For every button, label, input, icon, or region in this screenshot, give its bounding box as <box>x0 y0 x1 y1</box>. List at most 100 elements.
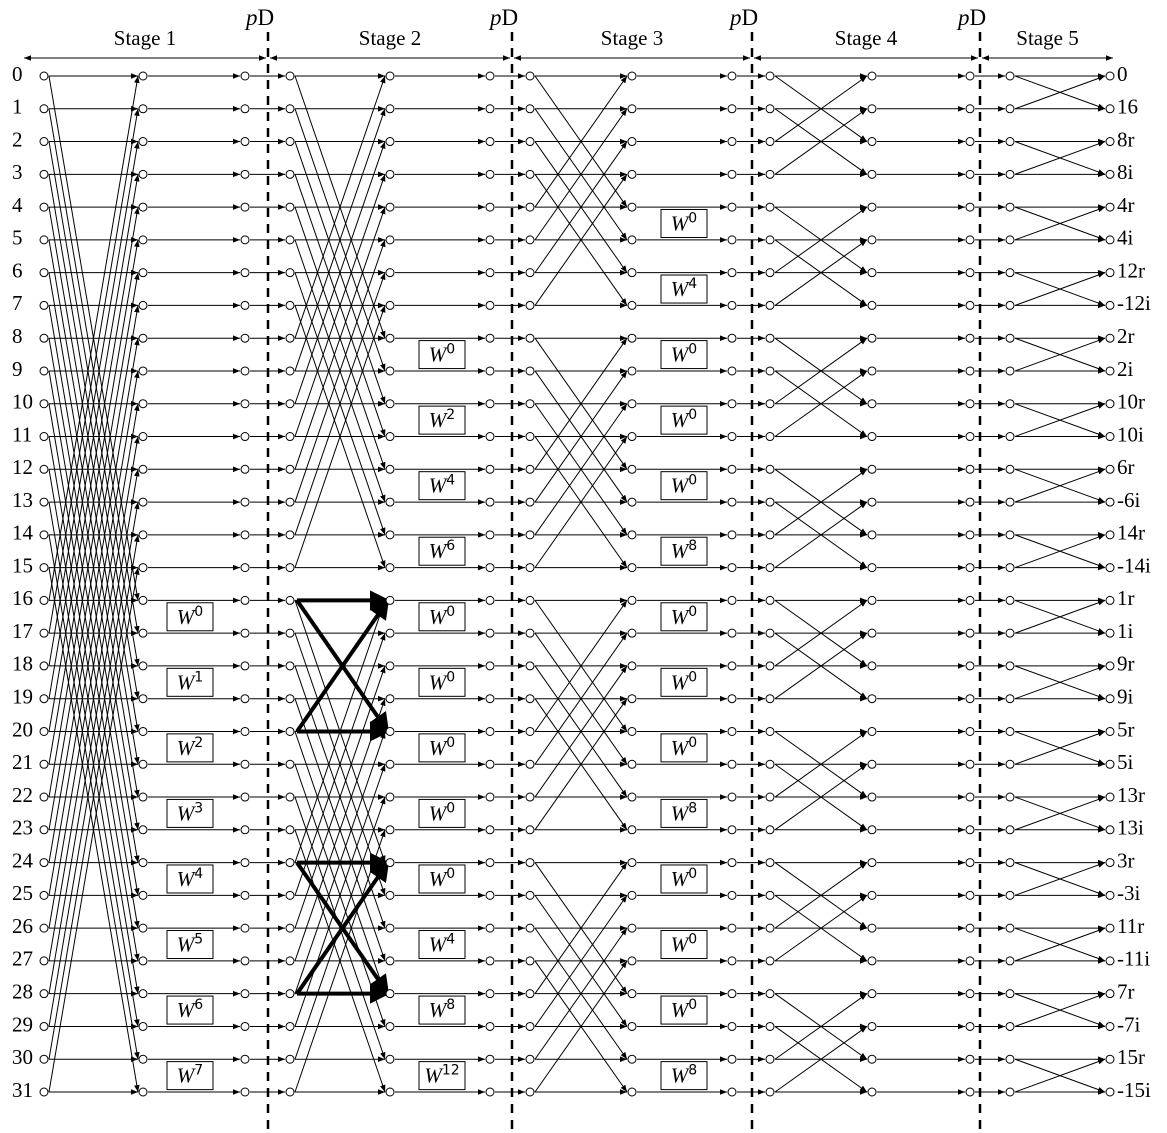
output-label: 15r <box>1117 1045 1145 1069</box>
twiddle-exp: 6 <box>446 538 455 554</box>
node <box>241 957 249 965</box>
node <box>286 826 294 834</box>
node <box>286 564 294 572</box>
input-label: 10 <box>12 390 33 414</box>
node <box>1106 891 1114 899</box>
node <box>1006 400 1014 408</box>
node <box>241 531 249 539</box>
node <box>1006 1088 1014 1096</box>
output-label: 8r <box>1117 127 1135 151</box>
node <box>241 236 249 244</box>
node <box>40 596 48 604</box>
input-label: 1 <box>12 95 23 119</box>
node <box>1106 465 1114 473</box>
output-label: 13i <box>1117 816 1144 840</box>
node <box>526 203 534 211</box>
node <box>728 957 736 965</box>
output-label: 16 <box>1117 95 1138 119</box>
twiddle-exp: 6 <box>194 997 203 1013</box>
node <box>139 957 147 965</box>
input-label: 28 <box>12 979 33 1003</box>
node <box>1106 662 1114 670</box>
output-label: -3i <box>1117 881 1140 905</box>
output-label: 2i <box>1117 357 1134 381</box>
node <box>526 433 534 441</box>
node <box>766 564 774 572</box>
node <box>386 727 394 735</box>
node <box>386 433 394 441</box>
node <box>526 72 534 80</box>
twiddle-exp: 1 <box>194 669 203 685</box>
node <box>386 662 394 670</box>
delay-var: p <box>728 5 742 30</box>
node <box>1006 891 1014 899</box>
node <box>1006 564 1014 572</box>
node <box>728 72 736 80</box>
delay-label: pD <box>956 5 986 30</box>
node <box>486 138 494 146</box>
node <box>728 891 736 899</box>
stage-label: Stage 2 <box>359 26 421 50</box>
node <box>766 334 774 342</box>
node <box>1106 990 1114 998</box>
node <box>628 596 636 604</box>
node <box>1106 72 1114 80</box>
node <box>286 793 294 801</box>
twiddle-exp: 0 <box>446 669 455 685</box>
node <box>1106 498 1114 506</box>
node <box>868 367 876 375</box>
node <box>526 367 534 375</box>
twiddle-exp: 0 <box>446 604 455 620</box>
node <box>486 203 494 211</box>
delay-var: p <box>956 5 970 30</box>
node <box>1106 564 1114 572</box>
node <box>526 990 534 998</box>
node <box>1106 760 1114 768</box>
node <box>526 269 534 277</box>
node <box>486 170 494 178</box>
node <box>766 301 774 309</box>
node <box>386 1022 394 1030</box>
node <box>139 826 147 834</box>
node <box>766 1022 774 1030</box>
input-label: 0 <box>12 62 23 86</box>
twiddle-exp: 0 <box>194 604 203 620</box>
node <box>486 72 494 80</box>
node <box>40 105 48 113</box>
delay-label: pD <box>488 5 518 30</box>
node <box>286 990 294 998</box>
input-label: 2 <box>12 127 23 151</box>
node <box>286 760 294 768</box>
output-label: 1r <box>1117 586 1135 610</box>
node <box>40 72 48 80</box>
node <box>966 727 974 735</box>
node <box>966 498 974 506</box>
node <box>286 695 294 703</box>
node <box>1106 367 1114 375</box>
input-label: 21 <box>12 750 33 774</box>
node <box>386 170 394 178</box>
node <box>766 891 774 899</box>
node <box>628 203 636 211</box>
output-label: 10r <box>1117 390 1145 414</box>
node <box>628 924 636 932</box>
node <box>386 957 394 965</box>
node <box>241 203 249 211</box>
node <box>628 662 636 670</box>
node <box>1106 1055 1114 1063</box>
node <box>1006 760 1014 768</box>
node <box>868 695 876 703</box>
node <box>139 662 147 670</box>
node <box>766 695 774 703</box>
node <box>966 990 974 998</box>
node <box>526 793 534 801</box>
node <box>286 203 294 211</box>
node <box>1006 367 1014 375</box>
node <box>241 662 249 670</box>
stage-label: Stage 3 <box>601 26 663 50</box>
node <box>40 367 48 375</box>
node <box>728 1022 736 1030</box>
node <box>526 727 534 735</box>
node <box>241 859 249 867</box>
node <box>766 433 774 441</box>
